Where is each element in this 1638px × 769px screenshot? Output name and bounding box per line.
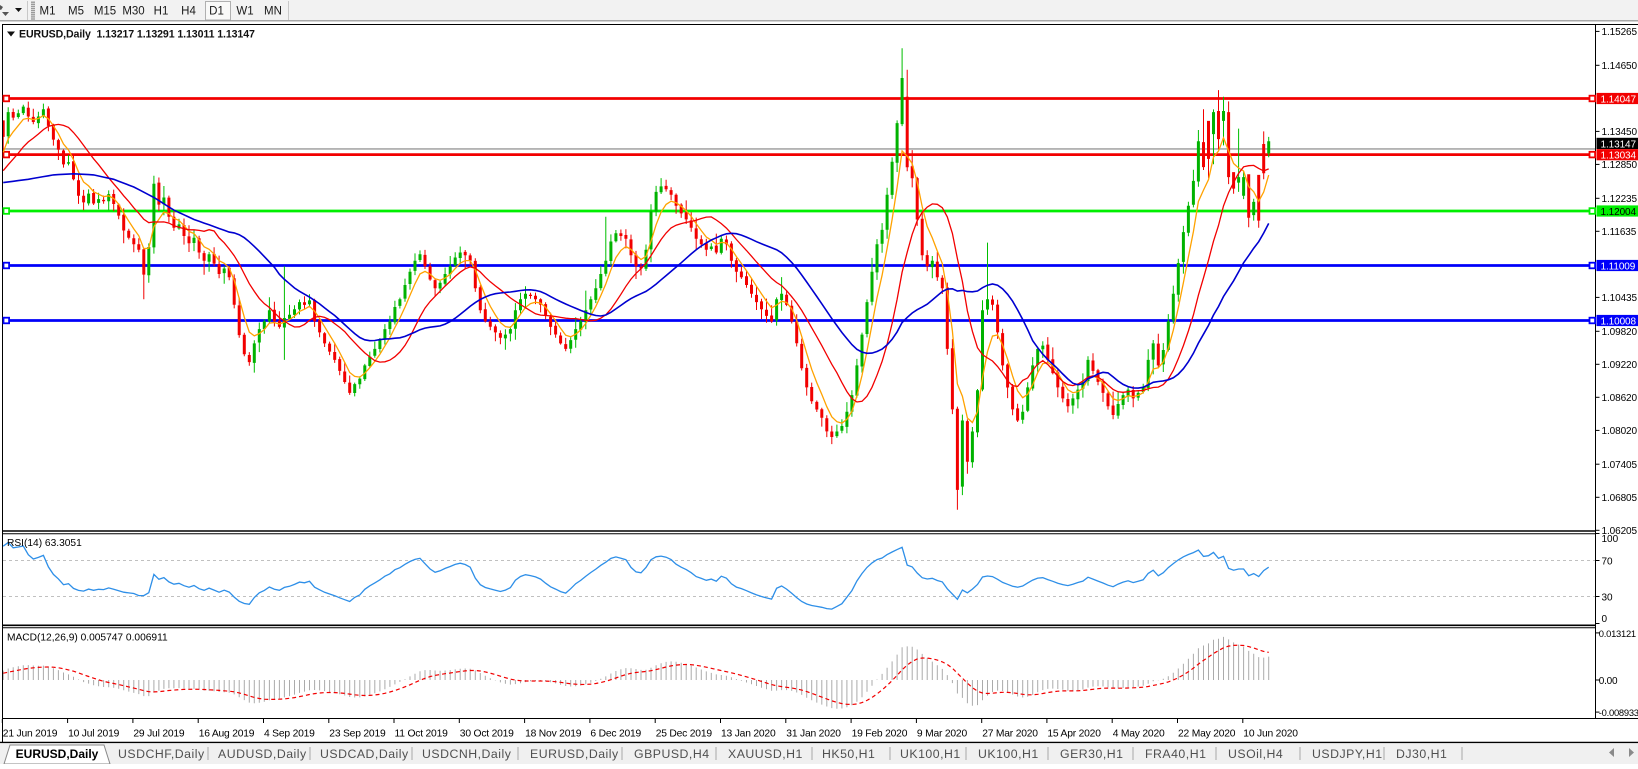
svg-text:USOil,H4: USOil,H4	[1228, 747, 1283, 761]
svg-text:19 Feb 2020: 19 Feb 2020	[852, 729, 908, 740]
svg-text:D1: D1	[209, 6, 224, 18]
svg-text:30 Oct 2019: 30 Oct 2019	[460, 729, 514, 740]
svg-text:1.06805: 1.06805	[1602, 493, 1638, 504]
svg-text:1.08620: 1.08620	[1602, 393, 1638, 404]
svg-text:AUDUSD,Daily: AUDUSD,Daily	[218, 747, 307, 761]
svg-text:M15: M15	[94, 6, 116, 18]
svg-text:GBPUSD,H4: GBPUSD,H4	[634, 747, 710, 761]
svg-text:10 Jun 2020: 10 Jun 2020	[1243, 729, 1298, 740]
svg-text:1.13450: 1.13450	[1602, 127, 1638, 138]
svg-text:1.14650: 1.14650	[1602, 61, 1638, 72]
svg-text:1.13147: 1.13147	[1601, 139, 1637, 150]
svg-text:USDCAD,Daily: USDCAD,Daily	[320, 747, 409, 761]
svg-text:USDCHF,Daily: USDCHF,Daily	[118, 747, 205, 761]
svg-text:27 Mar 2020: 27 Mar 2020	[982, 729, 1038, 740]
svg-text:21 Jun 2019: 21 Jun 2019	[3, 729, 58, 740]
svg-text:H4: H4	[181, 6, 196, 18]
svg-text:1.09820: 1.09820	[1602, 327, 1638, 338]
svg-text:H1: H1	[154, 6, 169, 18]
svg-text:1.09220: 1.09220	[1602, 360, 1638, 371]
svg-text:UK100,H1: UK100,H1	[900, 747, 961, 761]
svg-text:1.07405: 1.07405	[1602, 460, 1638, 471]
svg-text:30: 30	[1602, 592, 1614, 603]
svg-text:70: 70	[1602, 556, 1614, 567]
svg-text:1.10435: 1.10435	[1602, 293, 1638, 304]
svg-text:13 Jan 2020: 13 Jan 2020	[721, 729, 776, 740]
svg-text:W1: W1	[236, 6, 253, 18]
svg-text:23 Sep 2019: 23 Sep 2019	[329, 729, 386, 740]
svg-text:1.10008: 1.10008	[1601, 316, 1637, 327]
svg-text:M5: M5	[68, 6, 84, 18]
svg-text:GER30,H1: GER30,H1	[1060, 747, 1123, 761]
svg-text:HK50,H1: HK50,H1	[822, 747, 875, 761]
svg-text:USDJPY,H1: USDJPY,H1	[1312, 747, 1383, 761]
svg-text:9 Mar 2020: 9 Mar 2020	[917, 729, 968, 740]
svg-text:USDCNH,Daily: USDCNH,Daily	[422, 747, 512, 761]
svg-text:29 Jul 2019: 29 Jul 2019	[133, 729, 185, 740]
svg-text:UK100,H1: UK100,H1	[978, 747, 1039, 761]
svg-text:RSI(14) 63.3051: RSI(14) 63.3051	[7, 538, 82, 549]
svg-text:100: 100	[1602, 534, 1619, 545]
svg-text:1.12004: 1.12004	[1601, 207, 1637, 218]
svg-text:1.12850: 1.12850	[1602, 160, 1638, 171]
svg-text:1.11009: 1.11009	[1601, 261, 1636, 272]
svg-text:11 Oct 2019: 11 Oct 2019	[395, 729, 449, 740]
svg-text:10 Jul 2019: 10 Jul 2019	[68, 729, 120, 740]
svg-text:1.11635: 1.11635	[1602, 227, 1637, 238]
svg-text:0.00: 0.00	[1599, 676, 1618, 687]
svg-text:4 Sep 2019: 4 Sep 2019	[264, 729, 315, 740]
svg-text:EURUSD,Daily: EURUSD,Daily	[16, 747, 99, 761]
svg-text:0: 0	[1602, 614, 1608, 625]
svg-text:1.15265: 1.15265	[1602, 27, 1638, 38]
svg-text:XAUUSD,H1: XAUUSD,H1	[728, 747, 803, 761]
svg-text:M1: M1	[40, 6, 56, 18]
svg-text:1.12235: 1.12235	[1602, 194, 1638, 205]
svg-text:18 Nov 2019: 18 Nov 2019	[525, 729, 582, 740]
svg-text:6 Dec 2019: 6 Dec 2019	[590, 729, 641, 740]
svg-text:M30: M30	[122, 6, 144, 18]
svg-text:16 Aug 2019: 16 Aug 2019	[199, 729, 255, 740]
svg-text:4 May 2020: 4 May 2020	[1113, 729, 1165, 740]
svg-text:0.013121: 0.013121	[1599, 628, 1636, 639]
svg-text:15 Apr 2020: 15 Apr 2020	[1047, 729, 1101, 740]
svg-text:FRA40,H1: FRA40,H1	[1145, 747, 1206, 761]
svg-text:22 May 2020: 22 May 2020	[1178, 729, 1236, 740]
svg-text:1.14047: 1.14047	[1601, 94, 1637, 105]
svg-text:EURUSD,Daily: EURUSD,Daily	[530, 747, 619, 761]
svg-text:MACD(12,26,9) 0.005747 0.00691: MACD(12,26,9) 0.005747 0.006911	[7, 633, 168, 644]
svg-text:31 Jan 2020: 31 Jan 2020	[786, 729, 841, 740]
svg-text:EURUSD,Daily 1.13217 1.13291: EURUSD,Daily 1.13217 1.13291 1.13011 1.1…	[19, 29, 255, 41]
svg-text:-0.008933: -0.008933	[1599, 707, 1638, 718]
svg-text:25 Dec 2019: 25 Dec 2019	[656, 729, 713, 740]
svg-text:DJ30,H1: DJ30,H1	[1396, 747, 1447, 761]
svg-text:MN: MN	[264, 6, 282, 18]
svg-text:1.08020: 1.08020	[1602, 426, 1638, 437]
